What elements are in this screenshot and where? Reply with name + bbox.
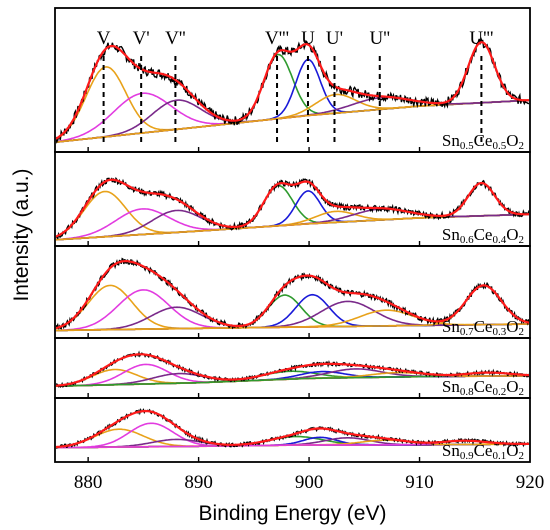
- panel-frame-4: [54, 397, 531, 463]
- sample-label-part: 0.5: [460, 140, 474, 152]
- sample-label-part: 2: [519, 450, 525, 462]
- panel-4: Sn0.9Ce0.1O2: [54, 397, 531, 463]
- sample-label-part: 2: [519, 326, 525, 338]
- panel-0: Sn0.5Ce0.5O2: [54, 7, 531, 153]
- sample-label-4: Sn0.9Ce0.1O2: [442, 441, 524, 462]
- x-tick-label-0: 880: [74, 472, 103, 493]
- sample-label-2: Sn0.7Ce0.3O2: [442, 317, 524, 338]
- panel-plot-1: [56, 176, 529, 241]
- x-axis-title: Binding Energy (eV): [199, 502, 387, 525]
- sample-label-part: 0.2: [492, 386, 506, 398]
- sample-label-part: Sn: [442, 377, 460, 396]
- component-0-3: [56, 53, 529, 143]
- sample-label-0: Sn0.5Ce0.5O2: [442, 131, 524, 152]
- x-tick-label-1: 890: [184, 472, 213, 493]
- sample-label-part: Ce: [474, 225, 493, 244]
- x-tick-label-3: 910: [405, 472, 434, 493]
- sample-label-part: O: [506, 441, 518, 460]
- sample-label-1: Sn0.6Ce0.4O2: [442, 225, 524, 246]
- sample-label-part: 0.6: [460, 234, 474, 246]
- sample-label-part: Sn: [442, 131, 460, 150]
- sample-label-part: Ce: [474, 317, 493, 336]
- sample-label-part: 2: [519, 140, 525, 152]
- panel-3: Sn0.8Ce0.2O2: [54, 337, 531, 399]
- peak-label-1: V': [133, 28, 150, 49]
- panel-1: Sn0.6Ce0.4O2: [54, 151, 531, 247]
- sample-label-part: Ce: [474, 377, 493, 396]
- sample-label-part: 0.8: [460, 386, 474, 398]
- sample-label-part: 2: [519, 234, 525, 246]
- sample-label-3: Sn0.8Ce0.2O2: [442, 377, 524, 398]
- fit-envelope-line-1: [56, 178, 529, 238]
- sample-label-part: 0.7: [460, 326, 474, 338]
- x-tick-label-2: 900: [295, 472, 324, 493]
- sample-label-part: 0.3: [492, 326, 506, 338]
- sample-label-part: 0.1: [492, 450, 506, 462]
- fit-envelope-line-3: [56, 353, 529, 387]
- sample-label-part: Ce: [474, 131, 493, 150]
- sample-label-part: O: [506, 317, 518, 336]
- panel-plot-0: [56, 36, 529, 144]
- sample-label-part: O: [506, 225, 518, 244]
- sample-label-part: 0.9: [460, 450, 474, 462]
- peak-label-2: V'': [165, 28, 186, 49]
- sample-label-part: O: [506, 131, 518, 150]
- sample-label-part: Sn: [442, 225, 460, 244]
- sample-label-part: Sn: [442, 317, 460, 336]
- y-axis-title: Intensity (a.u.): [10, 168, 33, 301]
- fit-envelope-line-2: [56, 260, 529, 330]
- panel-plot-2: [56, 257, 529, 332]
- sample-label-part: 2: [519, 386, 525, 398]
- panel-2: Sn0.7Ce0.3O2: [54, 245, 531, 339]
- sample-label-part: 0.5: [492, 140, 506, 152]
- panel-plot-3: [56, 350, 529, 389]
- panel-plot-4: [56, 407, 529, 449]
- fit-envelope-line-0: [56, 41, 529, 140]
- sample-label-part: Ce: [474, 441, 493, 460]
- sample-label-part: 0.4: [492, 234, 506, 246]
- sample-label-part: Sn: [442, 441, 460, 460]
- x-tick-label-4: 920: [516, 472, 545, 493]
- peak-label-6: U'': [369, 28, 390, 49]
- fit-envelope-line-4: [56, 409, 529, 449]
- sample-label-part: O: [506, 377, 518, 396]
- peak-label-3: V''': [265, 28, 289, 49]
- peak-label-5: U': [326, 28, 343, 49]
